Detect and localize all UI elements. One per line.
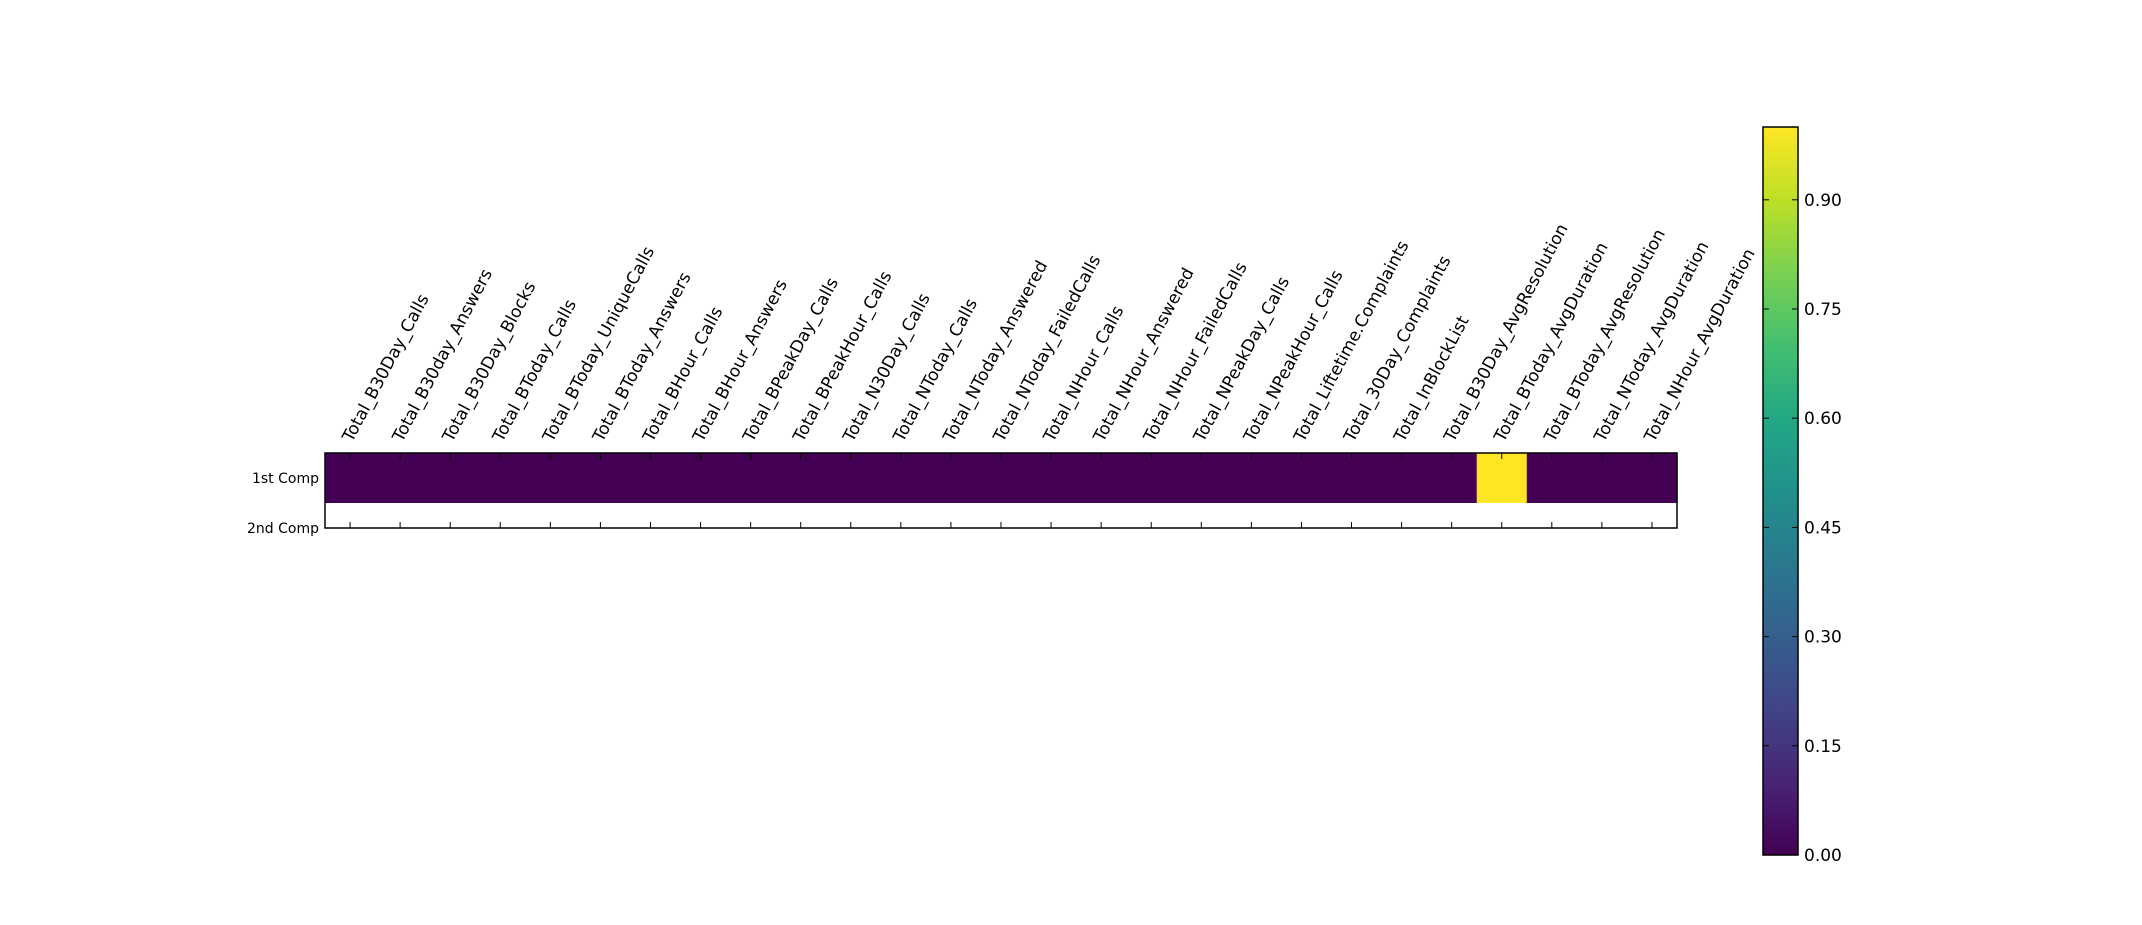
heatmap-cell [825,453,877,503]
heatmap-cell [325,453,376,503]
heatmap-cell [775,453,827,503]
heatmap-cell [1526,453,1578,503]
heatmap-cell [475,453,526,503]
heatmap-cell [975,453,1027,503]
heatmap-cell [1576,453,1628,503]
colorbar-tick-label: 0.30 [1804,628,1842,648]
colorbar-tick-label: 0.45 [1804,518,1842,538]
x-tick-label: Total_BToday_Answers [589,269,696,446]
x-tick-label: Total_BPeakHour_Calls [789,268,897,446]
heatmap-cell [375,453,426,503]
heatmap-cell [1426,453,1478,503]
colorbar-ticks: 0.00 0.15 0.30 0.45 0.60 0.75 0.90 [1763,191,1842,866]
y-tick-label: 2nd Comp [247,521,319,537]
heatmap-cell [1376,453,1428,503]
heatmap-cell [625,453,677,503]
heatmap-cell [1626,453,1678,503]
heatmap-cell [575,453,627,503]
heatmap-cell [1076,453,1127,503]
x-tick-marks [349,453,1653,528]
x-tick-label: Total_BHour_Answers [689,276,792,446]
heatmap-cell [1276,453,1328,503]
colorbar: 0.00 0.15 0.30 0.45 0.60 0.75 0.90 [1762,126,1842,866]
colorbar-tick-label: 0.75 [1804,300,1842,320]
heatmap-cell [1476,453,1528,503]
heatmap-cell [1326,453,1378,503]
heatmap-cell [1126,453,1177,503]
colorbar-tick-label: 0.00 [1804,846,1842,866]
x-tick-label: Total_B30Day_Calls [338,291,433,446]
colorbar-tick-label: 0.60 [1804,409,1842,429]
heatmap-cell [525,453,576,503]
x-tick-label: Total_B30Day_Blocks [438,278,540,446]
colorbar-gradient [1763,127,1798,855]
heatmap-cell [1176,453,1227,503]
x-tick-labels: Total_B30Day_CallsTotal_B30day_AnswersTo… [338,221,1759,447]
x-tick-label: Total_NPeakDay_Calls [1190,273,1295,446]
colorbar-frame [1762,126,1799,856]
heatmap-cell [675,453,727,503]
heatmap-cell [1026,453,1077,503]
y-tick-label: 1st Comp [252,471,319,487]
colorbar-tick-label: 0.90 [1804,191,1842,211]
heatmap-cell [925,453,977,503]
x-tick-label: Total_N30Day_Calls [839,290,935,446]
x-tick-label: Total_BPeakDay_Calls [739,274,843,446]
heatmap-cell [725,453,777,503]
colorbar-tick-label: 0.15 [1804,737,1842,757]
heatmap-cells [325,453,1678,503]
heatmap-cell [1226,453,1278,503]
heatmap-cell [875,453,927,503]
heatmap-cell [425,453,476,503]
y-tick-labels: 1st Comp 2nd Comp [247,471,319,537]
